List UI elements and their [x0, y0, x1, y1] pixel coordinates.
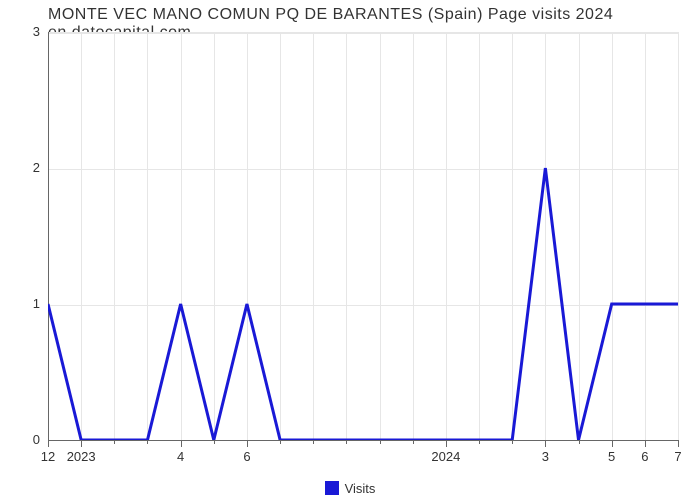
x-tick	[114, 440, 115, 444]
x-tick	[181, 440, 182, 447]
x-tick	[545, 440, 546, 447]
x-tick	[612, 440, 613, 447]
x-tick	[214, 440, 215, 444]
y-tick-label: 1	[10, 296, 40, 311]
x-tick-label: 4	[177, 449, 184, 464]
y-tick-label: 3	[10, 24, 40, 39]
series-line-visits	[48, 168, 678, 440]
x-tick	[512, 440, 513, 444]
x-tick-label: 3	[542, 449, 549, 464]
x-tick	[346, 440, 347, 444]
y-tick-label: 0	[10, 432, 40, 447]
x-tick	[81, 440, 82, 447]
legend-label: Visits	[345, 481, 376, 496]
x-tick-label: 6	[243, 449, 250, 464]
legend-swatch	[325, 481, 339, 495]
grid-line-vertical	[678, 33, 679, 441]
x-tick	[380, 440, 381, 444]
x-tick	[48, 440, 49, 447]
x-tick	[147, 440, 148, 444]
x-tick	[413, 440, 414, 444]
x-tick	[645, 440, 646, 447]
x-tick	[446, 440, 447, 447]
x-tick-label: 5	[608, 449, 615, 464]
x-tick	[579, 440, 580, 444]
x-tick	[247, 440, 248, 447]
x-tick-label: 6	[641, 449, 648, 464]
x-tick	[280, 440, 281, 444]
legend: Visits	[0, 481, 700, 496]
chart-container: MONTE VEC MANO COMUN PQ DE BARANTES (Spa…	[0, 0, 700, 500]
x-tick	[479, 440, 480, 444]
x-tick-label: 2023	[67, 449, 96, 464]
x-tick	[678, 440, 679, 447]
series-layer	[48, 32, 678, 440]
x-tick-label: 2024	[431, 449, 460, 464]
x-tick-label: 7	[674, 449, 681, 464]
y-tick-label: 2	[10, 160, 40, 175]
x-tick	[313, 440, 314, 444]
x-axis-line	[48, 440, 678, 441]
x-tick-label: 12	[41, 449, 55, 464]
